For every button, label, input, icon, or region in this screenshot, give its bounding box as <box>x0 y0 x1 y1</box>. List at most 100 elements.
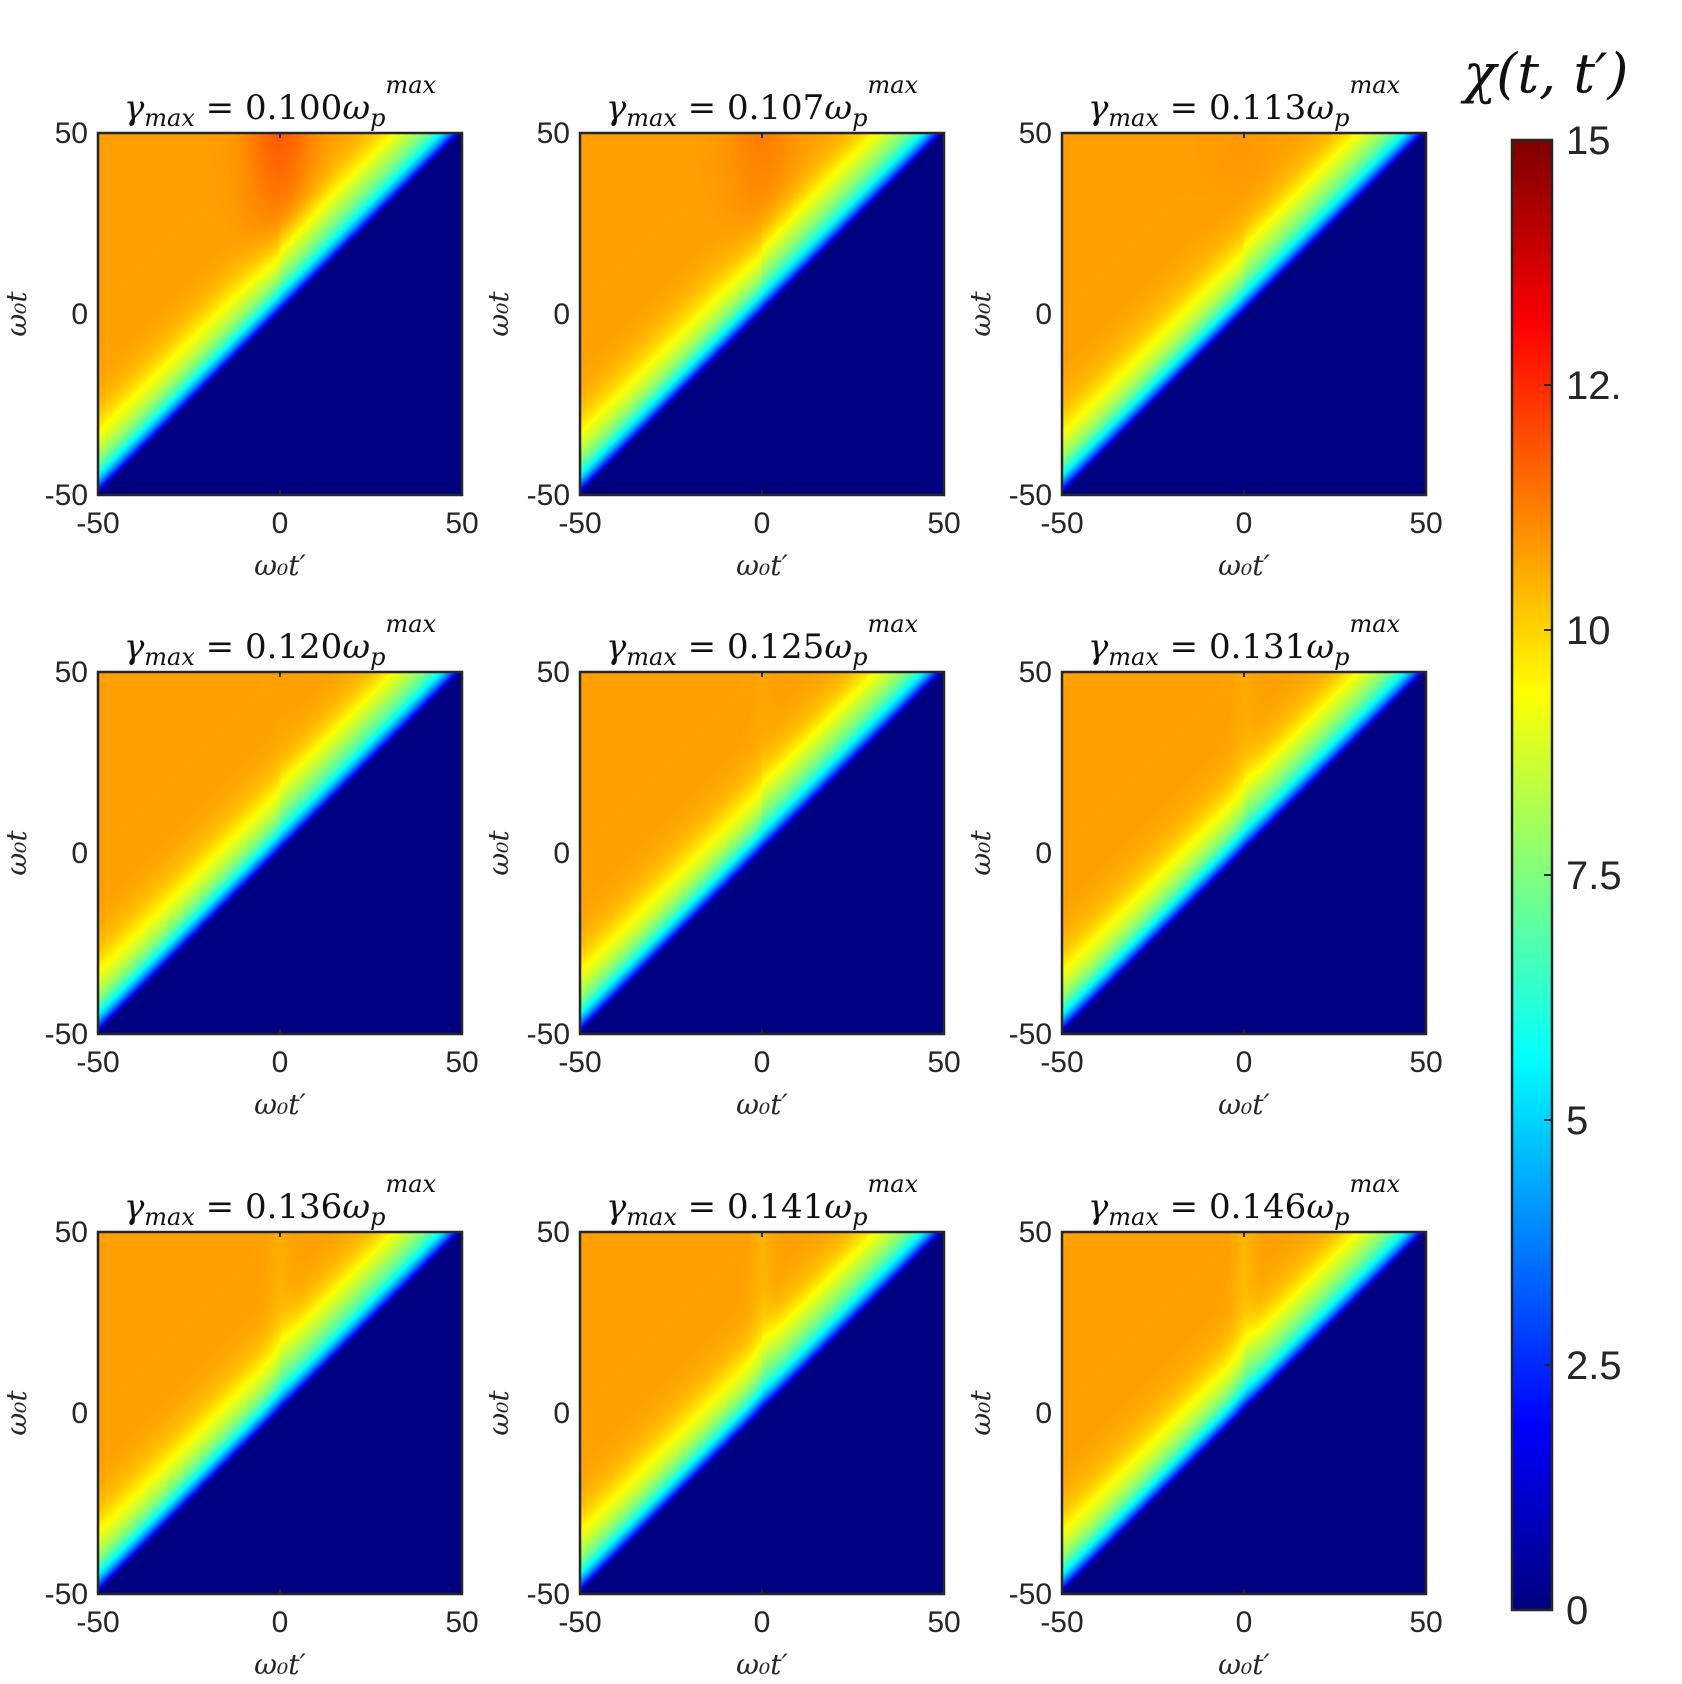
x-tick-label: 0 <box>1236 1606 1253 1639</box>
x-tick-label: -50 <box>76 1606 119 1639</box>
y-tick-label: 50 <box>55 656 88 689</box>
y-tick-label: 50 <box>537 1216 570 1249</box>
colorbar-title: χ(t, t′) <box>1460 42 1629 105</box>
heatmap-image <box>98 133 462 495</box>
y-tick-label: -50 <box>1009 1578 1052 1611</box>
panel-6: γmax = 0.131ωpmax -50 0 50 -50 0 50 ω₀t′ ω₀t <box>964 610 1443 1121</box>
y-tick-label: -50 <box>527 1018 570 1051</box>
heatmap-image <box>580 133 944 495</box>
y-tick-label: -50 <box>45 479 88 512</box>
x-tick-label: -50 <box>558 1046 601 1079</box>
y-tick-label: -50 <box>527 479 570 512</box>
panel-title: γmax = 0.113ωpmax <box>1088 71 1401 132</box>
y-axis-label: ω₀t <box>482 1390 515 1436</box>
x-tick-label: 50 <box>927 1046 960 1079</box>
panel-2: γmax = 0.107ωpmax -50 0 50 -50 0 50 ω₀t′ ω₀t <box>482 71 961 582</box>
x-tick-label: 50 <box>445 507 478 540</box>
panel-1: γmax = 0.100ωpmax -50 0 50 -50 0 50 ω₀t′ ω₀t <box>0 71 479 582</box>
panel-title: γmax = 0.136ωpmax <box>124 1170 437 1231</box>
panel-title: γmax = 0.141ωpmax <box>606 1170 919 1231</box>
x-tick-label: -50 <box>558 1606 601 1639</box>
y-axis-label: ω₀t <box>964 830 997 876</box>
x-tick-label: 50 <box>445 1046 478 1079</box>
colorbar-tick-label: 7.5 <box>1566 854 1622 898</box>
heatmap-image <box>1062 672 1426 1034</box>
colorbar-tick-label: 5 <box>1566 1099 1588 1143</box>
heatmap-image <box>1062 1232 1426 1594</box>
y-tick-label: 0 <box>1035 1397 1052 1430</box>
heatmap-panels: γmax = 0.100ωpmax-50 0 50-50050ω₀t′ω₀tγmax… <box>0 71 1443 1681</box>
x-tick-label: 0 <box>272 1606 289 1639</box>
y-axis-label: ω₀t <box>482 291 515 337</box>
y-axis-label: ω₀t <box>0 291 33 337</box>
x-tick-label: 50 <box>927 1606 960 1639</box>
y-tick-label: 50 <box>55 1216 88 1249</box>
x-axis-label: ω₀t′ <box>254 1648 306 1681</box>
x-tick-label: -50 <box>76 507 119 540</box>
y-tick-label: 50 <box>1019 656 1052 689</box>
x-tick-label: 50 <box>445 1606 478 1639</box>
x-tick-label: 50 <box>1409 1046 1442 1079</box>
heatmap-image <box>1062 133 1426 495</box>
heatmap-image <box>98 672 462 1034</box>
colorbar-tick-label: 0 <box>1566 1589 1588 1633</box>
y-tick-label: 50 <box>1019 117 1052 150</box>
y-axis-label: ω₀t <box>964 1390 997 1436</box>
x-tick-label: 0 <box>754 1606 771 1639</box>
x-axis-label: ω₀t′ <box>1218 549 1270 582</box>
x-tick-label: 0 <box>1236 1046 1253 1079</box>
colorbar-tick-label: 2.5 <box>1566 1344 1622 1388</box>
y-tick-label: 50 <box>1019 1216 1052 1249</box>
y-tick-label: 0 <box>1035 298 1052 331</box>
y-tick-label: 0 <box>553 1397 570 1430</box>
heatmap-image <box>580 672 944 1034</box>
heatmap-image <box>580 1232 944 1594</box>
y-tick-label: -50 <box>1009 479 1052 512</box>
heatmap-image <box>98 1232 462 1594</box>
colorbar: 0 2.5 5 7.5 10 12. 15 χ(t, t′) <box>1460 42 1629 1633</box>
x-tick-label: 50 <box>927 507 960 540</box>
y-tick-label: -50 <box>527 1578 570 1611</box>
x-axis-label: ω₀t′ <box>254 1088 306 1121</box>
y-tick-label: 50 <box>537 656 570 689</box>
x-tick-label: -50 <box>76 1046 119 1079</box>
x-axis-label: ω₀t′ <box>254 549 306 582</box>
x-axis-label: ω₀t′ <box>736 549 788 582</box>
panel-4: γmax = 0.120ωpmax -50 0 50 -50 0 50 ω₀t′ ω₀t <box>0 610 479 1121</box>
y-tick-label: 0 <box>553 837 570 870</box>
y-tick-label: -50 <box>1009 1018 1052 1051</box>
x-tick-label: -50 <box>1040 1046 1083 1079</box>
y-tick-label: 0 <box>71 1397 88 1430</box>
y-tick-label: 0 <box>553 298 570 331</box>
panel-7: γmax = 0.136ωpmax -50 0 50 -50 0 50 ω₀t′ ω₀t <box>0 1170 479 1681</box>
panel-title: γmax = 0.146ωpmax <box>1088 1170 1401 1231</box>
panel-title: γmax = 0.120ωpmax <box>124 610 437 671</box>
panel-title: γmax = 0.107ωpmax <box>606 71 919 132</box>
panel-5: γmax = 0.125ωpmax -50 0 50 -50 0 50 ω₀t′ ω₀t <box>482 610 961 1121</box>
colorbar-tick-label: 10 <box>1566 609 1611 653</box>
x-tick-label: 0 <box>272 1046 289 1079</box>
y-axis-label: ω₀t <box>482 830 515 876</box>
x-tick-label: 50 <box>1409 1606 1442 1639</box>
colorbar-tick-label: 12. <box>1566 364 1622 408</box>
x-tick-label: 0 <box>754 507 771 540</box>
panel-title: γmax = 0.125ωpmax <box>606 610 919 671</box>
x-axis-label: ω₀t′ <box>1218 1088 1270 1121</box>
x-tick-label: -50 <box>558 507 601 540</box>
panel-title: γmax = 0.100ωpmax <box>124 71 437 132</box>
panel-3: γmax = 0.113ωpmax -50 0 50 -50 0 50 ω₀t′ ω₀t <box>964 71 1443 582</box>
y-tick-label: -50 <box>45 1018 88 1051</box>
x-tick-label: 50 <box>1409 507 1442 540</box>
y-tick-label: 0 <box>71 837 88 870</box>
panel-9: γmax = 0.146ωpmax -50 0 50 -50 0 50 ω₀t′ ω₀t <box>964 1170 1443 1681</box>
y-tick-label: 50 <box>55 117 88 150</box>
x-axis-label: ω₀t′ <box>736 1648 788 1681</box>
panel-title: γmax = 0.131ωpmax <box>1088 610 1401 671</box>
x-tick-label: -50 <box>1040 507 1083 540</box>
y-tick-label: 0 <box>71 298 88 331</box>
colorbar-tick-label: 15 <box>1566 119 1611 163</box>
y-axis-label: ω₀t <box>0 830 33 876</box>
y-tick-label: -50 <box>45 1578 88 1611</box>
y-axis-label: ω₀t <box>0 1390 33 1436</box>
